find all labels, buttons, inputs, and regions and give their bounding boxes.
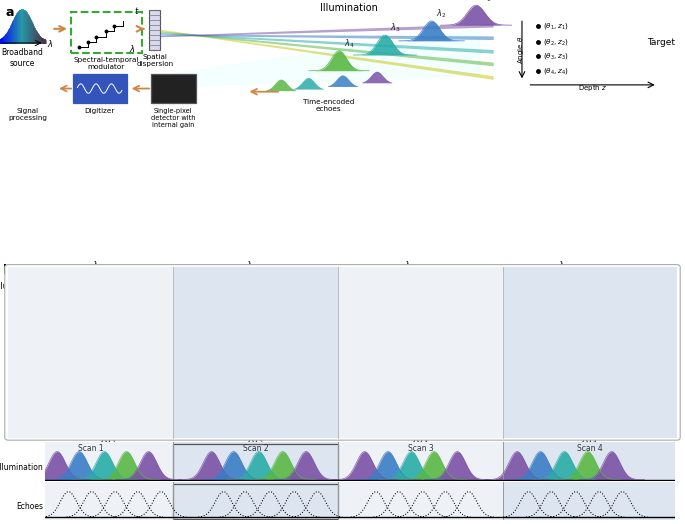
Bar (45, 442, 173, 481)
Text: $(\theta_4, z_4)$: $(\theta_4, z_4)$ (582, 304, 608, 314)
Text: Scan 3: Scan 3 (408, 444, 434, 453)
Text: $\lambda_3$: $\lambda_3$ (403, 260, 414, 272)
Text: $\Delta T_1$: $\Delta T_1$ (100, 434, 118, 447)
Text: $\delta t_4$: $\delta t_4$ (534, 404, 547, 417)
Text: $t$: $t$ (134, 5, 139, 16)
Bar (173, 268, 338, 304)
Bar (338, 304, 503, 356)
Text: $\Delta T_3$: $\Delta T_3$ (412, 434, 429, 447)
Text: b: b (3, 264, 12, 277)
Text: $\lambda_1$: $\lambda_1$ (481, 0, 491, 4)
Text: $(\theta_2, z_2)$: $(\theta_2, z_2)$ (543, 37, 569, 47)
Text: Scan 2: Scan 2 (243, 444, 269, 453)
Text: Echoes: Echoes (16, 502, 43, 511)
Text: Illumination: Illumination (0, 281, 43, 291)
Text: Illumination: Illumination (0, 463, 43, 472)
Text: $\delta t_2$: $\delta t_2$ (221, 404, 234, 417)
Text: $\lambda_2$: $\lambda_2$ (246, 260, 257, 272)
FancyBboxPatch shape (151, 74, 196, 103)
Bar (503, 304, 675, 356)
Bar (45, 304, 173, 356)
Bar (45, 268, 173, 304)
Text: $\Delta T_2$: $\Delta T_2$ (247, 434, 264, 447)
Text: Spectral-temporal
modulator: Spectral-temporal modulator (73, 57, 139, 70)
Text: $\lambda_4$: $\lambda_4$ (558, 260, 569, 272)
Bar (173, 304, 338, 356)
Text: Illumination: Illumination (321, 3, 378, 13)
Text: $(\theta_2, z_2)$: $(\theta_2, z_2)$ (286, 304, 312, 314)
Text: $\lambda_4$: $\lambda_4$ (344, 37, 355, 50)
Text: $(\theta_1, z_1)$: $(\theta_1, z_1)$ (147, 304, 173, 314)
Text: $\lambda_3$: $\lambda_3$ (390, 21, 401, 34)
Bar (338, 482, 503, 520)
Bar (173, 442, 338, 481)
Bar (149, 10, 160, 50)
Text: $(\theta_3, z_3)$: $(\theta_3, z_3)$ (543, 51, 569, 61)
Text: $(\theta_3, z_3)$: $(\theta_3, z_3)$ (431, 304, 457, 314)
Text: $\lambda_1$: $\lambda_1$ (92, 260, 102, 272)
Text: Spectrum: Spectrum (15, 372, 24, 411)
Text: $\Delta T_4$: $\Delta T_4$ (582, 434, 599, 447)
Bar (503, 354, 675, 438)
Bar (338, 268, 503, 304)
Text: $\lambda$: $\lambda$ (47, 38, 53, 49)
Text: Spatial
dispersion: Spatial dispersion (136, 54, 173, 68)
Text: $\lambda$: $\lambda$ (129, 43, 135, 54)
Bar (45, 354, 173, 438)
FancyBboxPatch shape (73, 74, 127, 103)
Bar (503, 442, 675, 481)
Text: Scan 1: Scan 1 (78, 444, 103, 453)
Bar (338, 442, 503, 481)
Text: Angle $\theta$: Angle $\theta$ (516, 36, 527, 64)
Text: Digitizer: Digitizer (84, 108, 115, 114)
Text: a: a (5, 6, 14, 19)
Text: Single-pixel
detector with
internal gain: Single-pixel detector with internal gain (151, 108, 195, 128)
Text: $\delta t_1$: $\delta t_1$ (87, 404, 99, 417)
Bar (173, 354, 338, 438)
Bar (45, 482, 173, 520)
Text: $\lambda_2$: $\lambda_2$ (436, 7, 447, 20)
Text: $\delta t_3$: $\delta t_3$ (376, 404, 388, 417)
Bar (338, 354, 503, 438)
Text: Time-encoded
echoes: Time-encoded echoes (303, 99, 355, 112)
Text: $(\theta_1, z_1)$: $(\theta_1, z_1)$ (543, 21, 569, 31)
Text: Broadband
source: Broadband source (1, 48, 43, 68)
FancyBboxPatch shape (71, 12, 142, 53)
Text: Scan 4: Scan 4 (577, 444, 603, 453)
Text: Depth $z$: Depth $z$ (578, 83, 607, 93)
Bar (173, 482, 338, 520)
Text: Target: Target (647, 38, 675, 48)
Text: Echoes: Echoes (14, 333, 43, 343)
Text: Signal
processing: Signal processing (8, 108, 47, 121)
Bar (503, 268, 675, 304)
Bar (503, 482, 675, 520)
Text: $(\theta_4, z_4)$: $(\theta_4, z_4)$ (543, 66, 569, 76)
